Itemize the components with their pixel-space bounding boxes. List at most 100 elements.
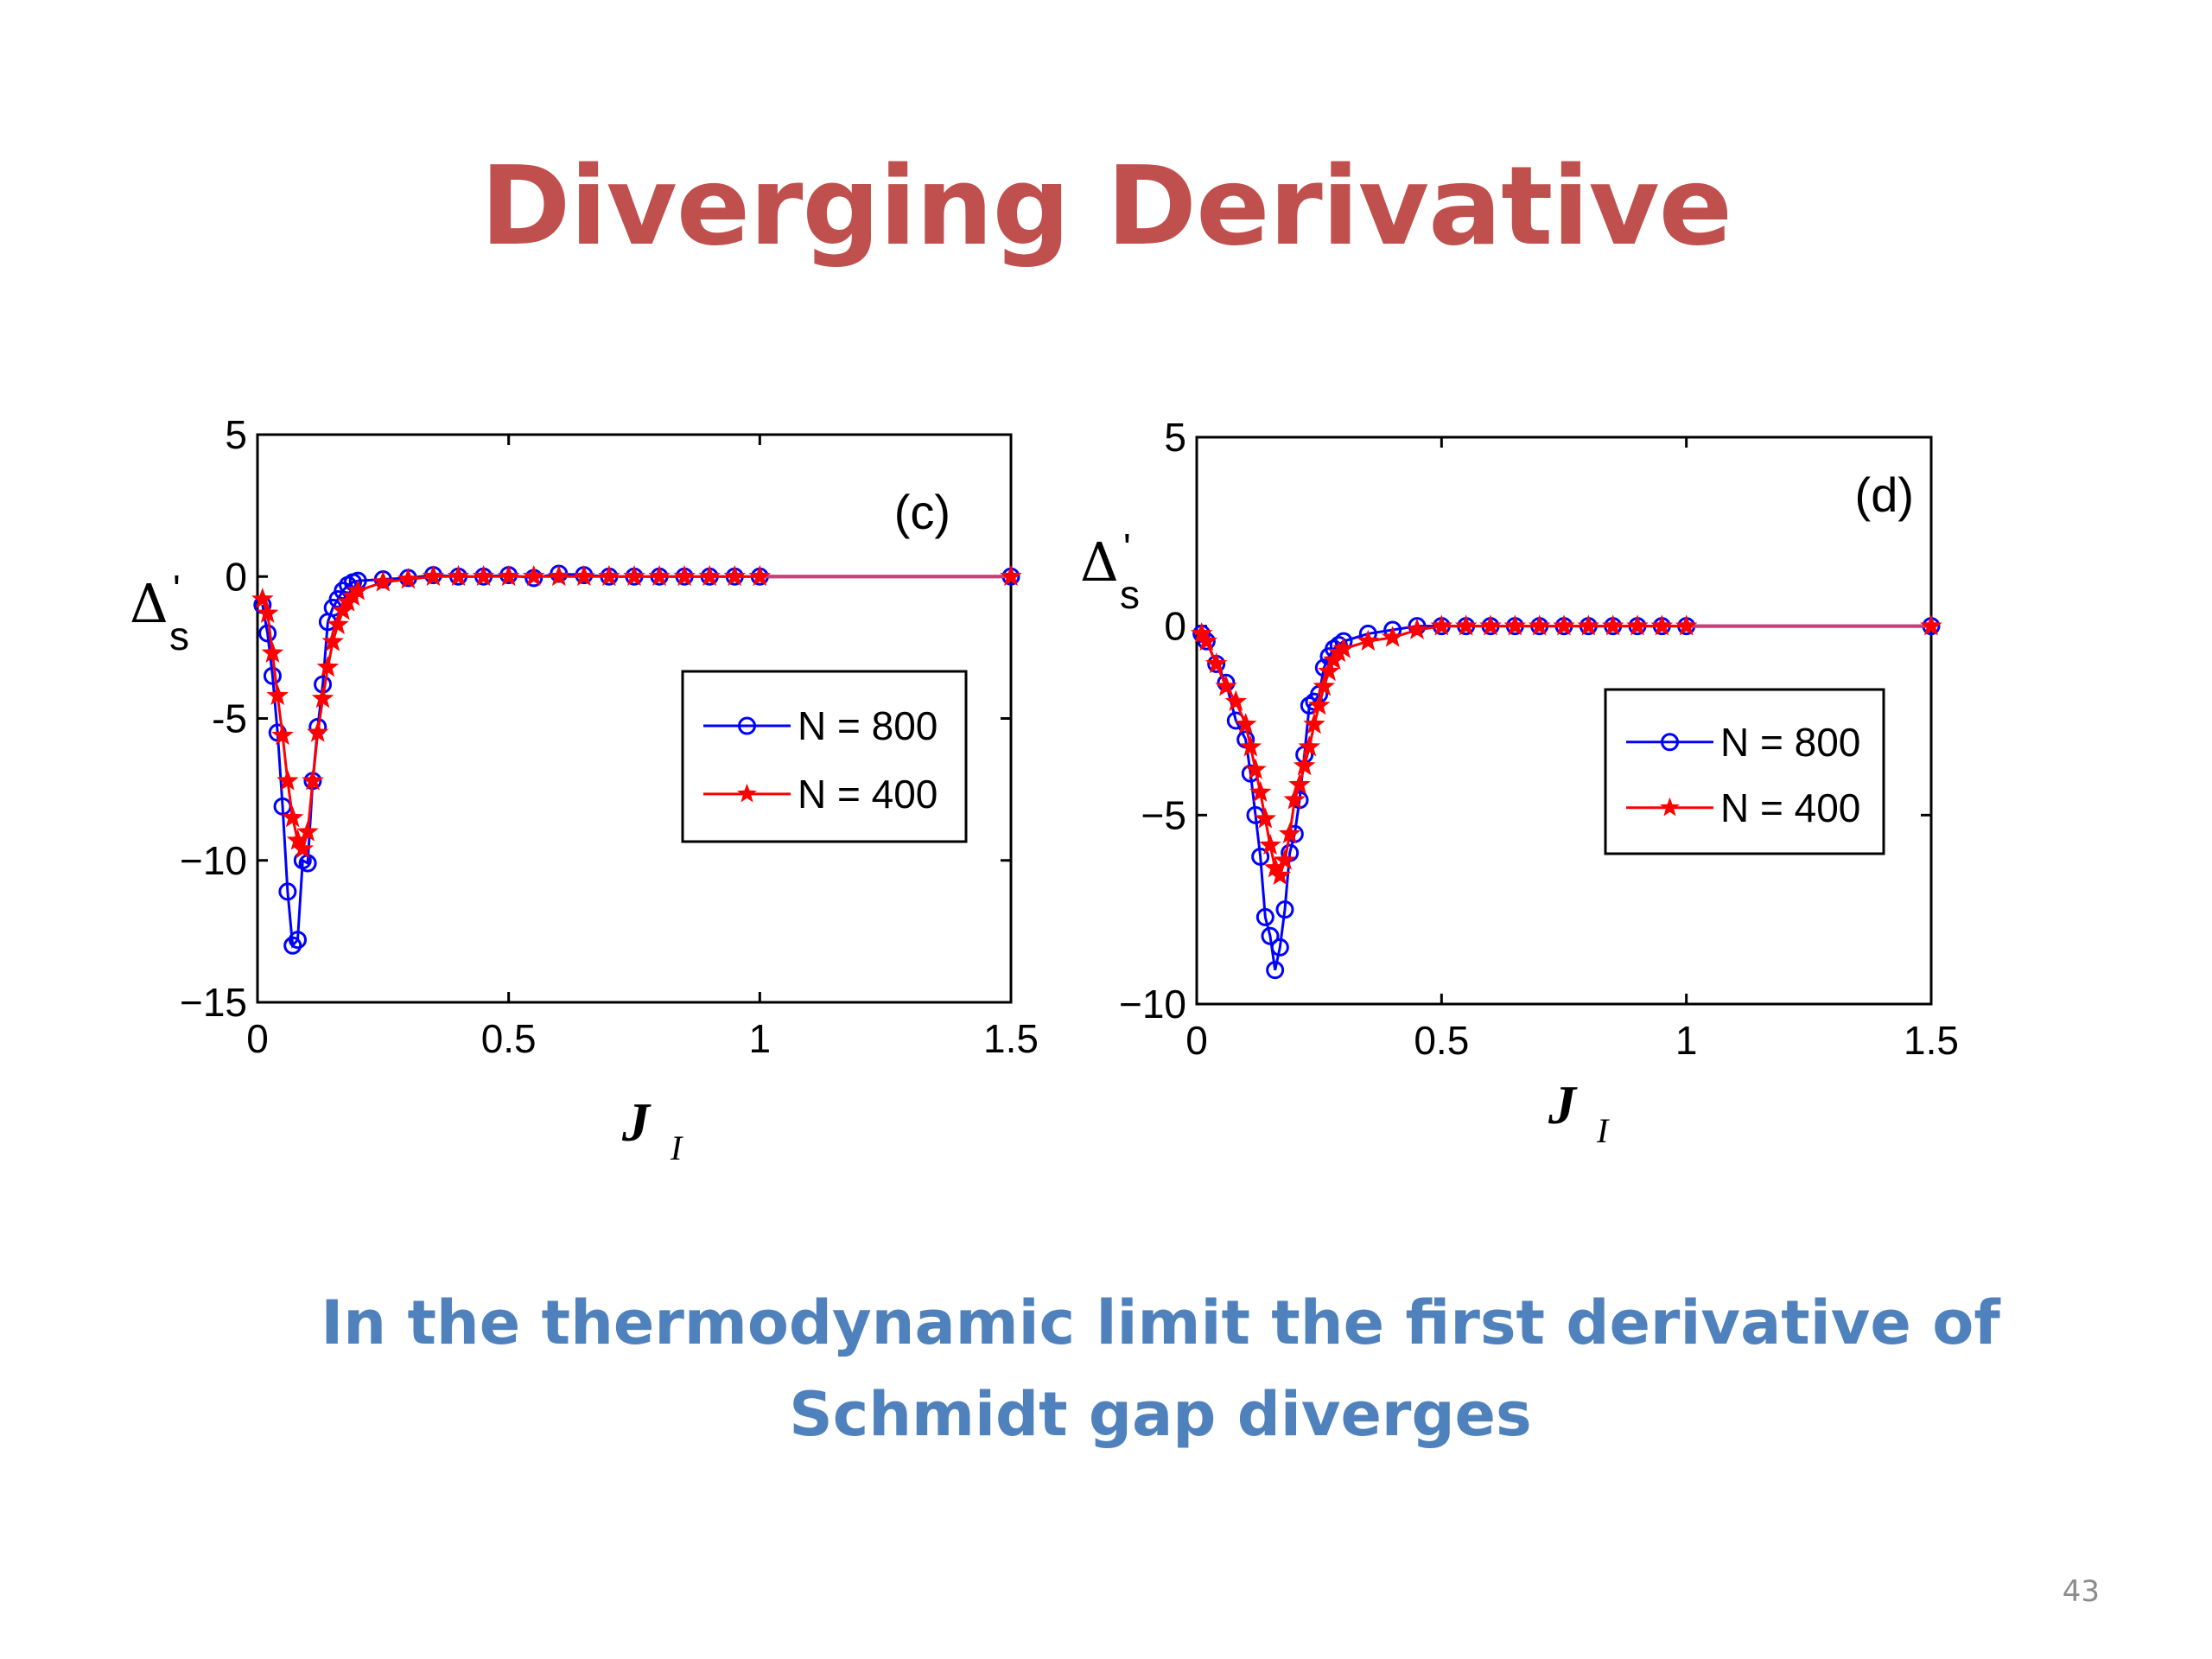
data-point-star — [1244, 758, 1267, 779]
y-tick-label: 0 — [225, 554, 247, 599]
legend-label: N = 400 — [1720, 785, 1860, 830]
y-tick-label: 0 — [1164, 604, 1186, 649]
slide-title: Diverging Derivative — [480, 143, 1732, 270]
data-point-star — [327, 613, 349, 634]
legend-d: N = 800 N = 400 — [1604, 688, 1885, 855]
data-point-star — [1406, 618, 1428, 639]
data-point-star — [251, 588, 274, 609]
caption-line-1: In the thermodynamic limit the first der… — [321, 1287, 2000, 1358]
data-point-star — [321, 630, 344, 652]
x-tick-label: 0 — [246, 1016, 269, 1061]
y-tick-label: 5 — [225, 412, 247, 457]
x-tick-label: 1.5 — [1904, 1018, 1959, 1063]
data-point-star — [1503, 614, 1527, 636]
data-point-star — [573, 564, 595, 587]
x-tick-label: 0 — [1185, 1018, 1208, 1063]
x-axis-label-subscript: I — [1596, 1111, 1610, 1150]
data-point-circle — [1255, 907, 1274, 926]
data-point-star — [1577, 614, 1600, 636]
data-point-star — [1479, 614, 1502, 636]
y-tick-label: −10 — [180, 838, 247, 883]
data-point-star — [723, 564, 747, 587]
data-point-circle — [1261, 926, 1280, 945]
data-point-star — [748, 564, 772, 587]
data-point-star — [306, 721, 329, 742]
data-point-star — [1303, 712, 1325, 734]
data-point-star — [1318, 659, 1340, 682]
data-point-star — [1430, 614, 1453, 636]
data-point-star — [1274, 849, 1296, 870]
y-tick-label: −5 — [1141, 792, 1186, 837]
data-point-star — [422, 564, 445, 587]
panel-label-c: (c) — [894, 485, 950, 539]
data-point-star — [1283, 788, 1306, 810]
legend-box — [681, 670, 968, 843]
y-axis-label-symbol: Δ — [130, 572, 168, 635]
data-point-star — [281, 806, 304, 828]
data-point-star — [1254, 807, 1277, 829]
data-point-circle — [258, 624, 277, 643]
data-point-star — [1298, 735, 1321, 757]
y-axis-label: Δs' — [1080, 525, 1140, 617]
data-point-star — [1313, 675, 1336, 696]
data-point-star — [1381, 626, 1404, 647]
data-point-star — [522, 564, 545, 587]
data-point-star — [346, 579, 370, 601]
data-point-star — [648, 564, 671, 587]
series-line — [1200, 625, 1687, 879]
caption-line-2: Schmidt gap diverges — [789, 1379, 1532, 1450]
data-point-star — [1268, 863, 1292, 886]
legend-label: N = 800 — [798, 703, 938, 748]
x-axis-label-symbol: J — [621, 1091, 652, 1153]
y-axis-label-subscript: s — [1120, 572, 1140, 617]
data-point-star — [1195, 629, 1218, 652]
data-point-star — [1920, 614, 1942, 636]
data-point-star — [1601, 614, 1624, 636]
series-n400 — [251, 564, 1022, 859]
data-point-star — [598, 564, 620, 587]
legend-box — [1604, 688, 1885, 855]
y-axis-label-subscript: s — [169, 613, 189, 658]
data-point-star — [698, 564, 721, 587]
data-point-star — [1288, 772, 1311, 795]
legend-marker-circle — [738, 716, 756, 735]
data-point-star — [1293, 754, 1316, 776]
data-point-star — [548, 564, 570, 587]
y-tick-label: 5 — [1164, 415, 1186, 460]
data-point-star — [1259, 833, 1281, 855]
x-axis-label-symbol: J — [1548, 1074, 1578, 1135]
data-point-star — [1675, 614, 1698, 636]
x-tick-label: 0.5 — [481, 1016, 537, 1061]
x-tick-label: 1 — [1675, 1018, 1698, 1063]
axes-frame-d — [1195, 435, 1933, 1006]
data-point-star — [1278, 822, 1301, 844]
data-point-star — [1357, 629, 1380, 652]
y-axis-label-prime: ' — [173, 567, 181, 612]
data-point-star — [276, 769, 299, 791]
page-number: 43 — [2062, 1574, 2100, 1609]
legend-label: N = 400 — [798, 772, 938, 817]
data-point-star — [1626, 614, 1649, 636]
panel-label-d: (d) — [1855, 467, 1914, 522]
data-point-circle — [283, 936, 302, 955]
data-point-star — [1000, 564, 1022, 587]
x-tick-label: 1 — [749, 1016, 772, 1061]
data-point-star — [291, 837, 315, 859]
data-point-star — [397, 568, 420, 589]
x-tick-label: 1.5 — [983, 1016, 1039, 1061]
series-n400 — [1190, 614, 1942, 886]
data-point-circle — [1266, 961, 1285, 980]
data-point-star — [261, 641, 284, 663]
data-point-circle — [1251, 847, 1270, 866]
data-point-star — [1650, 614, 1674, 636]
data-point-star — [673, 564, 696, 587]
data-point-star — [1234, 712, 1257, 734]
x-axis-label-subscript: I — [670, 1128, 683, 1167]
data-point-star — [1249, 780, 1272, 802]
data-point-circle — [1275, 900, 1294, 919]
y-axis-label-symbol: Δ — [1080, 531, 1119, 594]
data-point-star — [266, 683, 289, 706]
